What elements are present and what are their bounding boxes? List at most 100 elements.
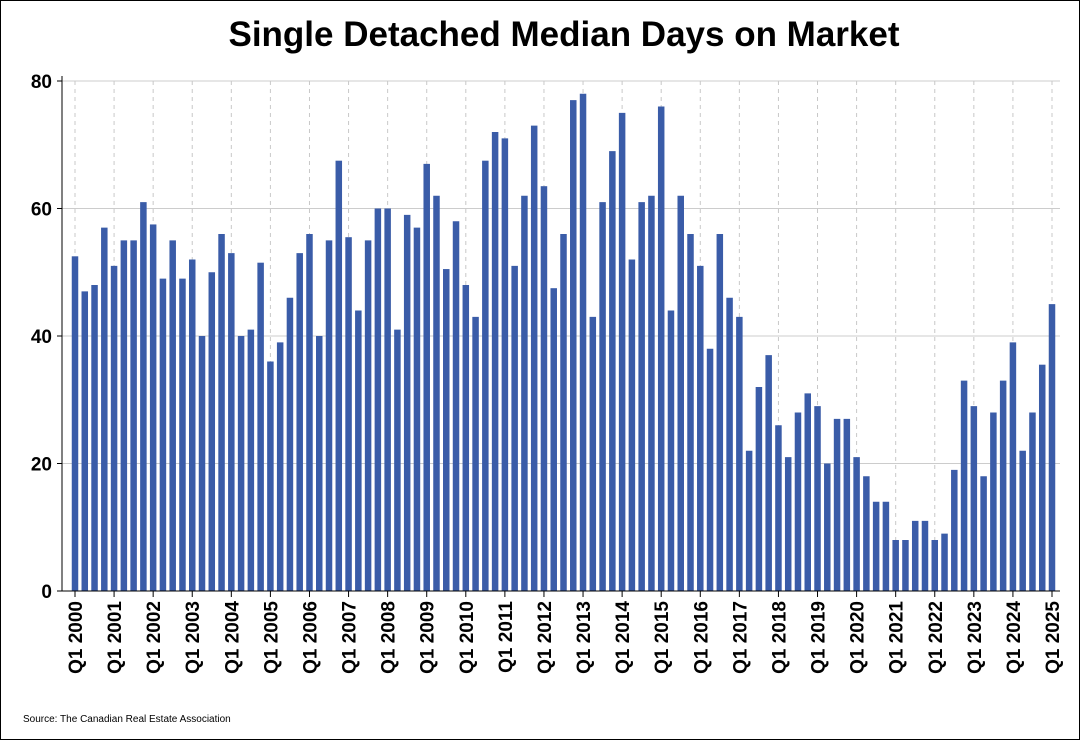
bar <box>1038 364 1046 591</box>
x-tick-label: Q1 2005 <box>261 601 282 674</box>
bar <box>697 265 704 591</box>
bar <box>384 208 391 591</box>
bar <box>218 234 225 591</box>
x-tick-label: Q1 2006 <box>300 601 321 674</box>
bar <box>745 450 753 591</box>
bar <box>902 540 909 591</box>
bar <box>130 240 137 591</box>
bar <box>1048 304 1056 591</box>
y-tick-label: 80 <box>31 72 52 93</box>
bar <box>364 240 372 591</box>
bar <box>843 418 851 591</box>
bar <box>941 533 948 591</box>
bar <box>237 336 245 591</box>
x-tick-label: Q1 2004 <box>222 601 243 674</box>
bar <box>589 316 597 591</box>
x-tick-label: Q1 2022 <box>926 601 947 674</box>
bar <box>970 406 978 591</box>
bar <box>609 151 616 591</box>
bar <box>794 412 802 591</box>
bar <box>71 256 79 591</box>
bar <box>120 240 128 591</box>
bar <box>980 476 987 591</box>
bar <box>667 310 675 591</box>
x-tick-label: Q1 2010 <box>457 601 478 674</box>
bar <box>403 214 411 591</box>
x-tick-label: Q1 2013 <box>574 601 595 674</box>
bar <box>491 132 499 591</box>
bar <box>472 316 479 591</box>
bar <box>482 160 489 591</box>
bar <box>286 297 294 591</box>
x-tick-label: Q1 2021 <box>887 601 908 674</box>
bar <box>726 297 733 591</box>
y-tick-label: 0 <box>41 582 52 603</box>
bar <box>638 202 645 591</box>
x-tick-label: Q1 2009 <box>418 601 439 674</box>
x-tick-label: Q1 2012 <box>535 601 556 674</box>
bar <box>892 540 899 591</box>
bar <box>657 106 665 591</box>
x-tick-label: Q1 2019 <box>809 601 830 674</box>
bar <box>208 272 216 591</box>
bar <box>677 195 684 591</box>
x-tick-label: Q1 2020 <box>848 601 869 674</box>
x-tick-label: Q1 2001 <box>105 601 126 674</box>
bar <box>765 355 772 591</box>
bar <box>276 342 284 591</box>
x-tick-label: Q1 2014 <box>613 601 634 674</box>
x-tick-label: Q1 2018 <box>769 601 790 674</box>
axes-layer <box>57 76 1060 597</box>
bar <box>931 540 939 591</box>
bar <box>413 227 421 591</box>
labels-layer: 0 20 40 60 80 Q1 2000 Q1 2001 Q1 2002 Q1 2003 Q1 … <box>31 72 1064 674</box>
bar <box>911 520 919 591</box>
bar <box>511 265 518 591</box>
bar <box>110 265 118 591</box>
bar <box>81 291 89 591</box>
bar <box>530 125 538 591</box>
bar <box>257 262 264 591</box>
bar <box>325 240 333 591</box>
bar <box>804 393 811 591</box>
bar <box>149 224 157 591</box>
bar <box>863 476 870 591</box>
x-tick-label: Q1 2007 <box>340 601 361 674</box>
source-note: Source: The Canadian Real Estate Associa… <box>23 714 231 725</box>
bar <box>423 163 430 591</box>
bar <box>374 208 382 591</box>
x-tick-label: Q1 2002 <box>144 601 165 674</box>
bars-layer <box>71 93 1056 591</box>
bar <box>1029 412 1036 591</box>
bar <box>853 457 860 591</box>
bar <box>755 387 763 591</box>
bar <box>159 278 167 591</box>
bar <box>296 253 303 591</box>
bar <box>716 234 724 591</box>
bar <box>188 259 196 591</box>
x-tick-label: Q1 2000 <box>66 601 87 674</box>
bar <box>951 469 958 591</box>
bar <box>452 221 460 591</box>
bar <box>501 138 509 591</box>
bar <box>355 310 362 591</box>
bar <box>960 380 968 591</box>
bar <box>814 406 821 591</box>
bar <box>990 412 997 591</box>
bar <box>736 316 743 591</box>
bar <box>267 361 274 591</box>
bar <box>443 269 450 591</box>
bar <box>345 237 352 591</box>
bar <box>316 336 323 591</box>
bar <box>706 348 714 591</box>
chart-title: Single Detached Median Days on Market <box>228 15 900 54</box>
bar <box>1009 342 1017 591</box>
bar <box>462 285 470 591</box>
bar <box>579 93 587 591</box>
bar <box>140 202 147 591</box>
bar <box>775 425 782 591</box>
bar <box>648 195 655 591</box>
bar <box>433 195 440 591</box>
